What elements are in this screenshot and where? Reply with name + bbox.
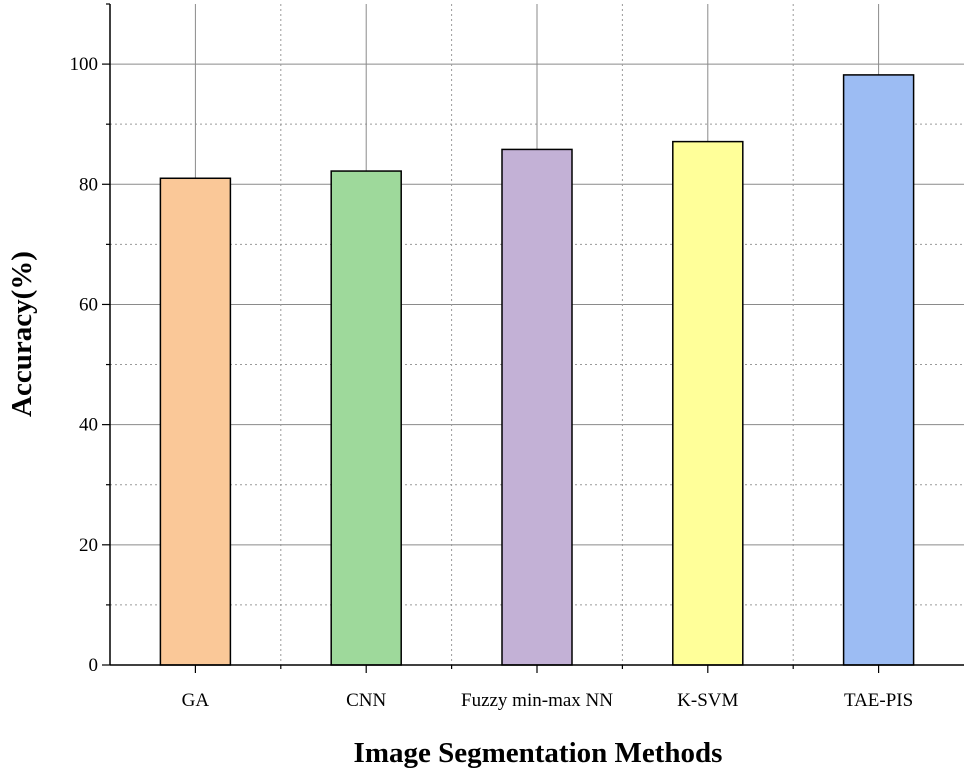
x-tick-label: GA xyxy=(182,690,210,711)
x-tick-label: Fuzzy min-max NN xyxy=(461,690,613,711)
bar-fuzzy-min-max-nn xyxy=(501,148,573,666)
y-tick-label: 60 xyxy=(79,294,98,315)
bar-ga xyxy=(159,177,232,666)
y-tick-label: 20 xyxy=(79,535,98,556)
x-tick-label: TAE-PIS xyxy=(844,690,913,711)
bar-tae-pis xyxy=(842,74,915,666)
x-tick-labels: GA CNN Fuzzy min-max NN K-SVM TAE-PIS xyxy=(182,690,914,711)
y-axis-title: Accuracy(%) xyxy=(6,251,38,417)
x-axis-title: Image Segmentation Methods xyxy=(354,737,723,769)
y-tick-label: 40 xyxy=(79,415,98,436)
y-tick-label: 0 xyxy=(89,655,99,676)
bars xyxy=(159,74,915,666)
axes xyxy=(102,3,964,673)
bar-cnn xyxy=(330,170,402,666)
bar-k-svm xyxy=(672,140,744,666)
x-tick-label: CNN xyxy=(346,690,386,711)
x-tick-label: K-SVM xyxy=(677,690,738,711)
y-tick-label: 100 xyxy=(70,54,99,75)
y-tick-labels: 0 20 40 60 80 100 xyxy=(70,54,99,676)
y-tick-label: 80 xyxy=(79,174,98,195)
